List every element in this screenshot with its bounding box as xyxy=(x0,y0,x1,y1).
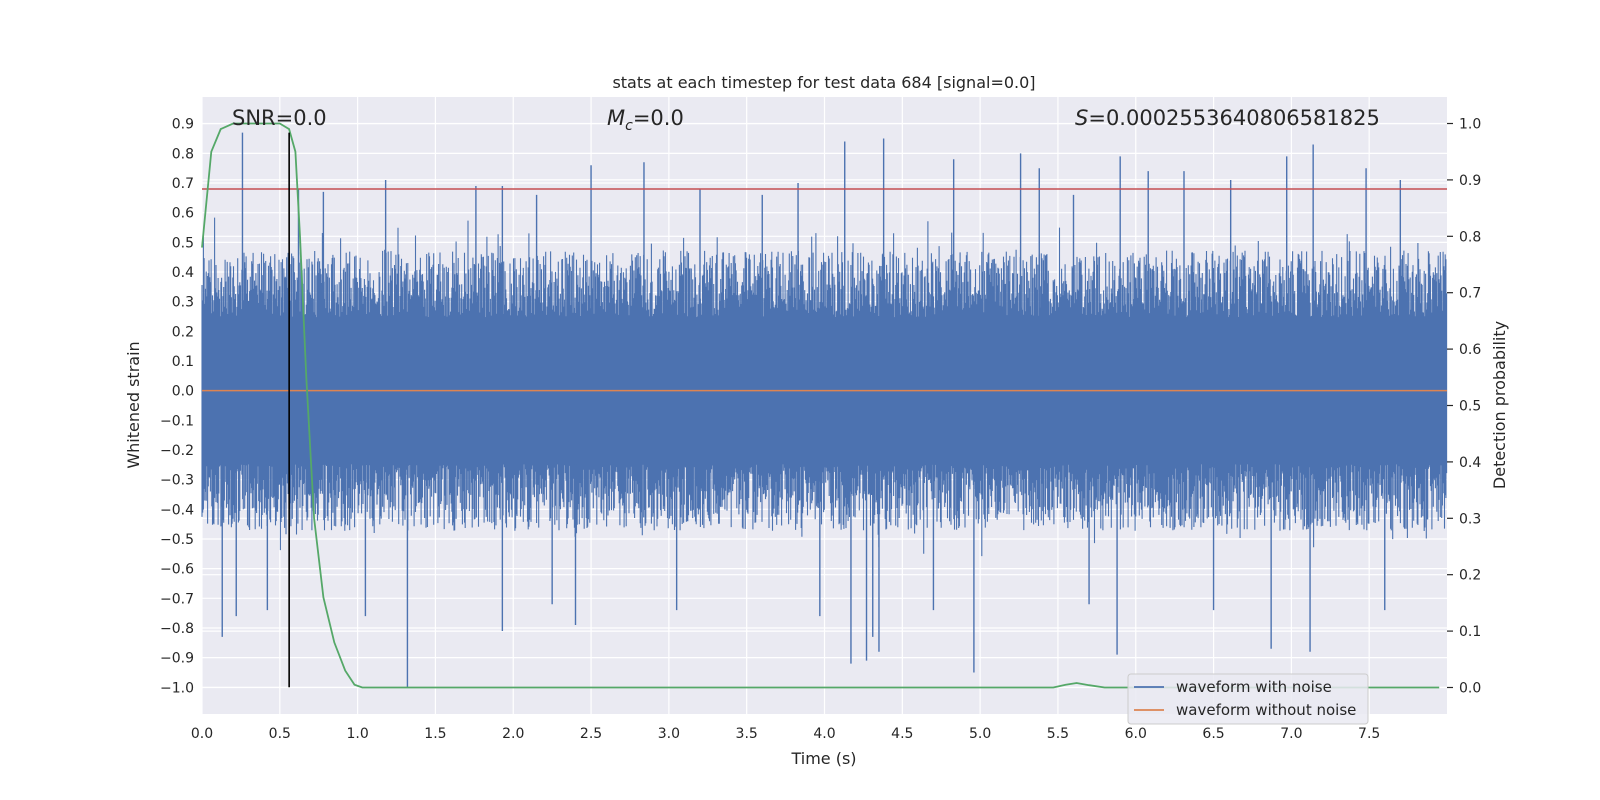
x-tick-label: 7.0 xyxy=(1280,726,1302,742)
y-axis-right-label: Detection probability xyxy=(1490,321,1509,489)
y-right-tick-label: 1.0 xyxy=(1459,117,1481,133)
x-tick-label: 6.5 xyxy=(1202,726,1224,742)
y-tick-label: 0.6 xyxy=(172,206,194,222)
annotation-mc-sub: c xyxy=(625,118,633,134)
y-tick-label: 0.4 xyxy=(172,265,194,281)
x-tick-label: 0.5 xyxy=(269,726,291,742)
y-tick-label: 0.5 xyxy=(172,235,194,251)
y-right-tick-label: 0.8 xyxy=(1459,229,1481,245)
y-tick-label: 0.7 xyxy=(172,176,194,192)
annotation-mc: Mc=0.0 xyxy=(607,106,684,134)
legend: waveform with noise waveform without noi… xyxy=(1127,673,1369,725)
y-tick-label: 0.3 xyxy=(172,295,194,311)
legend-label-clean: waveform without noise xyxy=(1176,701,1356,719)
y-tick-label: −0.6 xyxy=(160,562,194,578)
chart-title: stats at each timestep for test data 684… xyxy=(612,73,1035,92)
y-right-tick-label: 0.4 xyxy=(1459,455,1481,471)
y-right-tick-label: 0.2 xyxy=(1459,568,1481,584)
y-tick-label: −0.4 xyxy=(160,502,194,518)
x-tick-label: 3.5 xyxy=(736,726,758,742)
chart-lines xyxy=(201,122,1447,689)
y-tick-label: −0.7 xyxy=(160,591,194,607)
series-detection-probability xyxy=(201,122,1440,689)
x-tick-label: 3.0 xyxy=(658,726,680,742)
y-right-tick-label: 0.1 xyxy=(1459,624,1481,640)
x-tick-label: 1.5 xyxy=(424,726,446,742)
annotation-snr: SNR=0.0 xyxy=(232,106,327,130)
x-tick-label: 7.5 xyxy=(1358,726,1380,742)
y-right-tick-label: 0.7 xyxy=(1459,286,1481,302)
y-right-tick-label: 0.3 xyxy=(1459,511,1481,527)
x-tick-label: 0.0 xyxy=(191,726,213,742)
y-right-tick-label: 0.9 xyxy=(1459,173,1481,189)
x-tick-label: 5.5 xyxy=(1047,726,1069,742)
y-tick-label: 0.0 xyxy=(172,384,194,400)
y-axis-label: Whitened strain xyxy=(124,341,143,468)
y-tick-label: −0.1 xyxy=(160,413,194,429)
y-tick-label: −0.9 xyxy=(160,651,194,667)
y-tick-label: −1.0 xyxy=(160,680,194,696)
annotation-s-symbol: S xyxy=(1075,106,1088,130)
annotation-s: S=0.0002553640806581825 xyxy=(1075,106,1380,130)
y-right-tick-label: 0.5 xyxy=(1459,399,1481,415)
x-tick-label: 1.0 xyxy=(346,726,368,742)
y-right-tick-label: 0.6 xyxy=(1459,342,1481,358)
y-tick-label: 0.8 xyxy=(172,146,194,162)
y-right-tick-label: 0.0 xyxy=(1459,680,1481,696)
x-tick-label: 5.0 xyxy=(969,726,991,742)
x-tick-label: 6.0 xyxy=(1125,726,1147,742)
y-tick-label: 0.1 xyxy=(172,354,194,370)
x-tick-label: 2.5 xyxy=(580,726,602,742)
y-tick-label: 0.2 xyxy=(172,324,194,340)
axes: 0.0 0.5 1.0 1.5 2.0 2.5 3.0 3.5 4.0 4.5 5.0 5.5 6.0 6… xyxy=(160,117,1481,742)
y-tick-label: −0.5 xyxy=(160,532,194,548)
x-tick-label: 4.0 xyxy=(813,726,835,742)
legend-box xyxy=(1127,673,1369,725)
annotation-mc-value: =0.0 xyxy=(633,106,684,130)
y-tick-label: −0.8 xyxy=(160,621,194,637)
annotation-mc-symbol: M xyxy=(607,106,625,130)
x-tick-label: 2.0 xyxy=(502,726,524,742)
x-tick-label: 4.5 xyxy=(891,726,913,742)
legend-label-noise: waveform with noise xyxy=(1176,678,1332,696)
y-tick-label: 0.9 xyxy=(172,117,194,133)
annotation-s-value: =0.0002553640806581825 xyxy=(1088,106,1380,130)
y-tick-label: −0.2 xyxy=(160,443,194,459)
y-tick-label: −0.3 xyxy=(160,473,194,489)
x-axis-label: Time (s) xyxy=(790,749,856,768)
